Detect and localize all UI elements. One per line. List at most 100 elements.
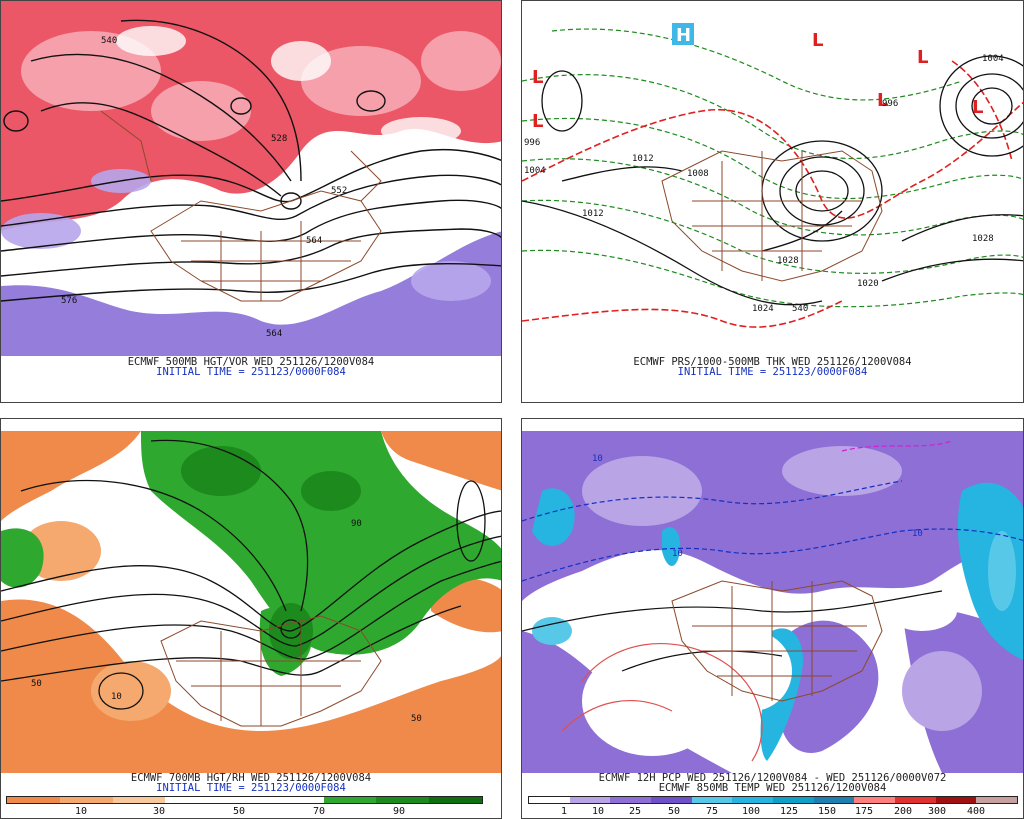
colorbar-swatch: [895, 797, 936, 803]
map-700mb-humidity: 10 50 50 90: [1, 431, 501, 773]
map-500mb-vorticity: 540 528 552 564 576 564: [1, 1, 501, 356]
colorbar-tick-label: 175: [854, 806, 874, 817]
colorbar-tick-label: 200: [893, 806, 913, 817]
panel-prs-thk: H L L L L L L 1012 1008 1004 1028 1020 1…: [521, 0, 1024, 403]
contour-label: 564: [266, 329, 282, 339]
temp-label: 10: [592, 454, 603, 464]
isobar-label: 1012: [632, 154, 654, 164]
dry-air-fill: [1, 431, 501, 773]
colorbar-swatch: [529, 797, 570, 803]
colorbar-tick-label: 30: [152, 806, 166, 817]
temp-label: 10: [912, 529, 923, 539]
low-pressure-marker: L: [812, 30, 823, 51]
colorbar-swatch: [323, 797, 377, 803]
height-contours: [1, 439, 501, 710]
colorbar-tick-label: 50: [667, 806, 681, 817]
initial-time: INITIAL TIME = 251123/0000F084: [677, 366, 868, 378]
colorbar-tick-label: 25: [628, 806, 642, 817]
colorbar-tick-label: 50: [232, 806, 246, 817]
colorbar-tick-label: 10: [591, 806, 605, 817]
isobar-label: 1024: [752, 304, 774, 314]
initial-time: INITIAL TIME = 251123/0000F084: [156, 366, 346, 378]
rh-label: 50: [411, 714, 422, 724]
isobar-label: 996: [524, 138, 540, 148]
colorbar-swatch: [935, 797, 977, 803]
panel-caption: ECMWF PRS/1000-500MB THK WED 251126/1200…: [633, 356, 912, 368]
rh-label: 10: [111, 692, 122, 702]
colorbar-tick-label: 150: [817, 806, 837, 817]
isobar-label: 1004: [982, 54, 1004, 64]
colorbar-swatch: [691, 797, 733, 803]
rh-colorbar: [6, 796, 483, 804]
colorbar-swatch: [569, 797, 611, 803]
isobar-label: 1028: [777, 256, 799, 266]
colorbar-swatch: [218, 797, 271, 803]
colorbar-tick-label: 400: [966, 806, 986, 817]
panel-caption: ECMWF 700MB HGT/RH WED 251126/1200V084: [130, 772, 372, 784]
low-pressure-marker: L: [532, 67, 543, 88]
colorbar-swatch: [976, 797, 1018, 803]
colorbar-swatch: [112, 797, 166, 803]
colorbar-swatch: [7, 797, 60, 803]
map-precip-temperature: 10 10 10: [522, 431, 1023, 773]
height-contours: [1, 19, 501, 302]
colorbar-tick-label: 300: [927, 806, 947, 817]
high-pressure-marker-bg: [672, 23, 694, 45]
isobar-label: 1028: [972, 234, 994, 244]
temperature-contours: [522, 440, 1023, 762]
rh-label: 90: [351, 519, 362, 529]
colorbar-tick-label: 100: [741, 806, 761, 817]
panel-700mb-hgt-rh: 10 50 50 90 ECMWF 700MB HGT/RH WED 25112…: [0, 418, 502, 819]
colorbar-swatch: [270, 797, 324, 803]
colorbar-tick-label: 1: [560, 806, 568, 817]
colorbar-swatch: [651, 797, 692, 803]
isobar-label: 1004: [524, 166, 546, 176]
pressure-isobars: [522, 55, 1023, 306]
colorbar-swatch: [429, 797, 483, 803]
contour-label: 528: [271, 134, 287, 144]
colorbar-tick-label: 70: [312, 806, 326, 817]
negative-vorticity-fill: [1, 231, 501, 356]
isobar-label: 1012: [582, 209, 604, 219]
panel-caption: ECMWF 12H PCP WED 251126/1200V084 - WED …: [598, 772, 947, 784]
colorbar-swatch: [813, 797, 855, 803]
colorbar-swatch: [59, 797, 113, 803]
rh-label: 50: [31, 679, 42, 689]
political-boundaries: [160, 615, 382, 727]
thickness-540-line: [522, 60, 1023, 328]
colorbar-tick-label: 125: [779, 806, 799, 817]
isobar-label: 996: [882, 99, 898, 109]
panel-caption: ECMWF 500MB HGT/VOR WED 251126/1200V084: [127, 356, 375, 368]
precip-colorbar: [528, 796, 1018, 804]
panel-12h-precip-850mb-temp: 10 10 10 ECMWF 12H PCP WED 251126/1200V0…: [521, 418, 1024, 819]
colorbar-swatch: [376, 797, 430, 803]
initial-time: INITIAL TIME = 251123/0000F084: [156, 782, 346, 794]
colorbar-swatch: [773, 797, 814, 803]
contour-label: 540: [101, 36, 117, 46]
colorbar-swatch: [165, 797, 219, 803]
contour-label: 576: [61, 296, 77, 306]
political-boundaries: [661, 150, 883, 282]
high-pressure-marker: H: [676, 25, 691, 46]
map-pressure-thickness: H L L L L L L 1012 1008 1004 1028 1020 1…: [522, 1, 1023, 356]
low-pressure-marker: L: [877, 90, 888, 111]
panel-500mb-hgt-vor: 540 528 552 564 576 564 ECMWF 500MB HGT/…: [0, 0, 502, 403]
low-pressure-marker: L: [972, 97, 983, 118]
colorbar-swatch: [732, 797, 774, 803]
contour-label: 564: [306, 236, 322, 246]
low-pressure-marker: L: [532, 111, 543, 132]
low-pressure-marker: L: [917, 47, 928, 68]
isobar-label: 1008: [687, 169, 709, 179]
panel-caption-2: ECMWF 850MB TEMP WED 251126/1200V084: [658, 782, 887, 794]
isobar-label: 1020: [857, 279, 879, 289]
colorbar-tick-label: 10: [74, 806, 88, 817]
colorbar-swatch: [854, 797, 896, 803]
colorbar-tick-label: 90: [392, 806, 406, 817]
colorbar-swatch: [610, 797, 652, 803]
political-boundaries: [671, 580, 883, 702]
thickness-label: 540: [792, 304, 808, 314]
colorbar-tick-label: 75: [705, 806, 719, 817]
contour-label: 552: [331, 186, 347, 196]
temp-label: 10: [672, 549, 683, 559]
political-boundaries: [100, 110, 382, 302]
